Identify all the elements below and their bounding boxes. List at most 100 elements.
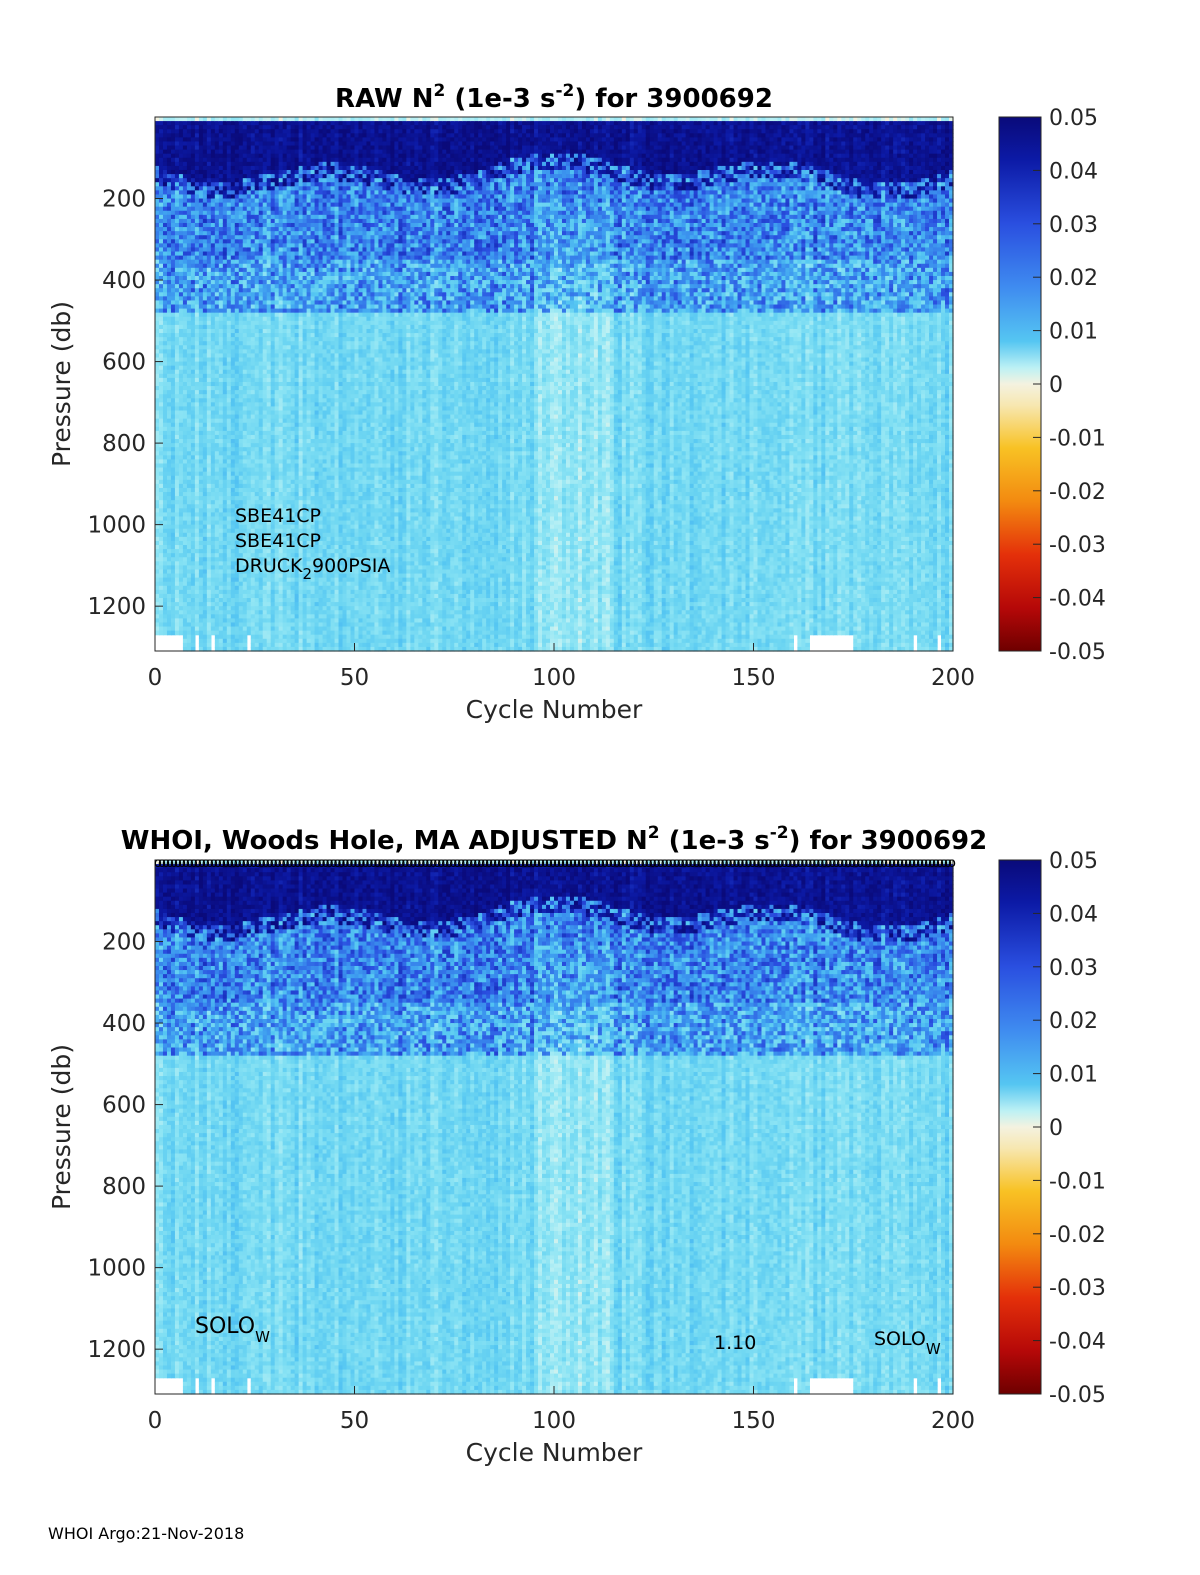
heatmap-cell: [155, 537, 160, 542]
heatmap-cell: [207, 582, 212, 587]
heatmap-cell: [167, 610, 172, 615]
heatmap-cell: [207, 382, 212, 387]
heatmap-cell: [179, 317, 184, 322]
heatmap-cell: [199, 415, 204, 420]
heatmap-cell: [159, 500, 164, 505]
heatmap-cell: [203, 529, 208, 534]
heatmap-cell: [183, 321, 188, 326]
heatmap-cell: [179, 439, 184, 444]
heatmap-cell: [163, 423, 168, 428]
heatmap-cell: [171, 468, 176, 473]
heatmap-cell: [159, 272, 164, 277]
heatmap-cell: [159, 627, 164, 632]
heatmap-cell: [215, 333, 220, 338]
heatmap-cell: [215, 260, 220, 265]
heatmap-cell: [191, 484, 196, 489]
heatmap-cell: [171, 508, 176, 513]
heatmap-cell: [203, 516, 208, 521]
heatmap-cell: [203, 309, 208, 314]
heatmap-cell: [163, 252, 168, 257]
heatmap-cell: [203, 341, 208, 346]
heatmap-cell: [183, 484, 188, 489]
heatmap-cell: [211, 178, 216, 183]
heatmap-cell: [155, 141, 160, 146]
heatmap-cell: [191, 211, 196, 216]
heatmap-cell: [159, 125, 164, 130]
heatmap-cell: [203, 553, 208, 558]
heatmap-cell: [163, 431, 168, 436]
heatmap-cell: [167, 292, 172, 297]
heatmap-cell: [167, 504, 172, 509]
heatmap-cell: [207, 125, 212, 130]
heatmap-cell: [159, 305, 164, 310]
heatmap-cell: [183, 614, 188, 619]
heatmap-cell: [155, 472, 160, 477]
heatmap-cell: [183, 549, 188, 554]
heatmap-cell: [187, 366, 192, 371]
heatmap-cell: [171, 358, 176, 363]
heatmap-cell: [187, 488, 192, 493]
heatmap-cell: [167, 280, 172, 285]
heatmap-cell: [187, 443, 192, 448]
heatmap-cell: [163, 227, 168, 232]
heatmap-cell: [211, 276, 216, 281]
heatmap-cell: [215, 325, 220, 330]
heatmap-cell: [183, 305, 188, 310]
heatmap-cell: [215, 243, 220, 248]
heatmap-cell: [203, 480, 208, 485]
heatmap-cell: [191, 231, 196, 236]
heatmap-cell: [179, 394, 184, 399]
heatmap-cell: [207, 292, 212, 297]
heatmap-cell: [171, 321, 176, 326]
heatmap-cell: [183, 504, 188, 509]
heatmap-cell: [155, 158, 160, 163]
heatmap-cell: [167, 125, 172, 130]
heatmap-cell: [195, 398, 200, 403]
heatmap-cell: [183, 561, 188, 566]
heatmap-cell: [175, 541, 180, 546]
heatmap-cell: [195, 606, 200, 611]
heatmap-cell: [171, 141, 176, 146]
heatmap-cell: [191, 382, 196, 387]
heatmap-cell: [211, 476, 216, 481]
heatmap-cell: [171, 313, 176, 318]
heatmap-cell: [211, 500, 216, 505]
heatmap-cell: [203, 133, 208, 138]
heatmap-cell: [195, 602, 200, 607]
heatmap-cell: [171, 349, 176, 354]
heatmap-cell: [191, 186, 196, 191]
heatmap-cell: [183, 590, 188, 595]
heatmap-cell: [191, 618, 196, 623]
heatmap-cell: [155, 329, 160, 334]
heatmap-cell: [191, 627, 196, 632]
heatmap-cell: [203, 533, 208, 538]
heatmap-cell: [199, 288, 204, 293]
heatmap-cell: [167, 419, 172, 424]
heatmap-cell: [183, 533, 188, 538]
heatmap-cell: [175, 468, 180, 473]
heatmap-cell: [179, 565, 184, 570]
heatmap-cell: [203, 158, 208, 163]
heatmap-cell: [175, 488, 180, 493]
heatmap-cell: [175, 341, 180, 346]
heatmap-cell: [171, 268, 176, 273]
heatmap-cell: [191, 374, 196, 379]
heatmap-cell: [167, 154, 172, 159]
heatmap-cell: [183, 569, 188, 574]
heatmap-cell: [163, 622, 168, 627]
heatmap-cell: [183, 325, 188, 330]
heatmap-cell: [191, 133, 196, 138]
heatmap-cell: [187, 411, 192, 416]
heatmap-cell: [211, 508, 216, 513]
heatmap-cell: [207, 141, 212, 146]
heatmap-cell: [175, 614, 180, 619]
heatmap-cell: [163, 243, 168, 248]
heatmap-cell: [191, 203, 196, 208]
heatmap-cell: [215, 146, 220, 151]
heatmap-cell: [191, 423, 196, 428]
heatmap-cell: [183, 386, 188, 391]
heatmap-cell: [199, 435, 204, 440]
heatmap-cell: [175, 578, 180, 583]
heatmap-cell: [203, 374, 208, 379]
heatmap-cell: [179, 247, 184, 252]
